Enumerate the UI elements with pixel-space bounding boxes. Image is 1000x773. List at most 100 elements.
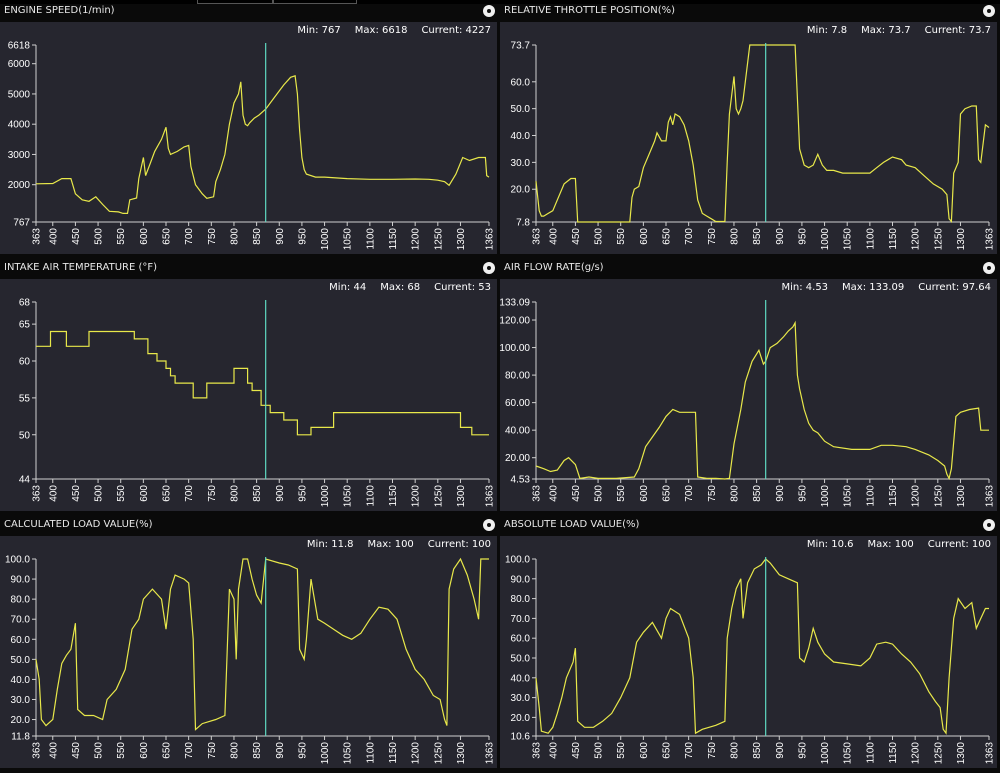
- plot-area: Min: 44 Max: 68 Current: 53 44 50 55 60 65 68 36…: [0, 279, 497, 511]
- chart-options-icon[interactable]: [983, 262, 995, 274]
- x-tick-label: 550: [116, 485, 127, 502]
- series-line: [535, 44, 990, 224]
- x-tick-label: 1100: [865, 742, 876, 764]
- x-tick-label: 650: [162, 228, 173, 245]
- y-tick-label: 120.00: [500, 316, 530, 327]
- chart-options-icon[interactable]: [983, 519, 995, 531]
- x-tick-label: 1150: [888, 228, 899, 250]
- x-tick-label: 1100: [365, 742, 376, 764]
- y-tick-label: 30.0: [511, 158, 531, 169]
- y-tick-label: 60.0: [511, 634, 531, 645]
- chart-title: INTAKE AIR TEMPERATURE (°F): [4, 262, 158, 273]
- chart-stats: Min: 7.8 Max: 73.7 Current: 73.7: [793, 25, 991, 36]
- x-tick-label: 800: [229, 228, 240, 245]
- toolbar-tab-1[interactable]: [197, 0, 273, 4]
- x-tick-label: 950: [797, 228, 808, 245]
- x-tick-label: 1300: [456, 485, 467, 508]
- plot-area: Min: 11.8 Max: 100 Current: 100 11.8 20.0 30…: [0, 536, 497, 768]
- y-tick-label: 100.0: [505, 555, 530, 566]
- y-tick-label: 80.00: [505, 371, 530, 382]
- toolbar-tab-2[interactable]: [273, 0, 357, 4]
- y-tick-label: 767: [13, 218, 30, 229]
- x-tick-label: 550: [116, 228, 127, 245]
- stat-min: Min: 10.6: [806, 539, 854, 550]
- chart-title: RELATIVE THROTTLE POSITION(%): [504, 5, 675, 16]
- y-tick-label: 40.0: [511, 131, 531, 142]
- stat-max: Max: 100: [867, 539, 914, 550]
- chart-options-icon[interactable]: [483, 5, 495, 17]
- x-tick-label: 1300: [956, 742, 967, 765]
- calculated-load-chart[interactable]: 11.8 20.0 30.0 40.0 50.0 60.0 70.0 80.0 90.0 100.…: [0, 536, 497, 768]
- x-tick-label: 1363: [985, 485, 996, 508]
- chart-options-icon[interactable]: [483, 519, 495, 531]
- x-tick-label: 1050: [343, 485, 354, 508]
- x-tick-label: 800: [729, 742, 740, 759]
- air-flow-rate-chart[interactable]: 4.53 20.00 40.00 60.00 80.00 100.00 120.00 133.…: [500, 279, 997, 511]
- y-tick-label: 68: [19, 298, 31, 309]
- y-tick-label: 5000: [8, 89, 31, 100]
- x-tick-label: 1100: [365, 228, 376, 250]
- x-tick-label: 1050: [843, 742, 854, 765]
- x-tick-label: 1300: [456, 742, 467, 765]
- stat-max: Max: 133.09: [842, 282, 905, 293]
- x-tick-label: 1050: [343, 742, 354, 765]
- y-tick-label: 40.00: [505, 426, 530, 437]
- x-tick-label: 1150: [888, 742, 899, 764]
- x-tick-label: 400: [48, 742, 59, 759]
- x-tick-label: 700: [684, 228, 695, 245]
- y-tick-label: 90.0: [11, 575, 31, 586]
- x-tick-label: 850: [252, 228, 263, 245]
- y-tick-label: 3000: [8, 150, 31, 161]
- y-tick-label: 133.09: [500, 298, 530, 309]
- y-tick-label: 20.0: [511, 185, 531, 196]
- engine-speed-chart[interactable]: 767 2000 3000 4000 5000 6000 6618 363 400 450 500 5…: [0, 22, 497, 254]
- x-tick-label: 600: [639, 485, 650, 502]
- chart-title: ENGINE SPEED(1/min): [4, 5, 115, 16]
- y-tick-label: 60: [19, 357, 31, 368]
- chart-options-icon[interactable]: [983, 5, 995, 17]
- x-tick-label: 650: [662, 742, 673, 759]
- chart-panel-air-flow-rate: AIR FLOW RATE(g/s) Min: 4.53 Max: 133.09 C…: [500, 257, 997, 511]
- stat-min: Min: 4.53: [781, 282, 829, 293]
- x-tick-label: 363: [32, 485, 43, 502]
- x-tick-label: 1363: [485, 228, 496, 251]
- x-tick-label: 500: [94, 742, 105, 759]
- x-tick-label: 363: [532, 485, 543, 502]
- x-tick-label: 1100: [865, 485, 876, 507]
- absolute-load-chart[interactable]: 10.6 20.0 30.0 40.0 50.0 60.0 70.0 80.0 90.0 100.…: [500, 536, 997, 768]
- stat-current: Current: 100: [927, 539, 991, 550]
- chart-panel-calculated-load: CALCULATED LOAD VALUE(%) Min: 11.8 Max: 1…: [0, 514, 497, 768]
- chart-options-icon[interactable]: [483, 262, 495, 274]
- x-tick-label: 450: [571, 742, 582, 759]
- x-tick-label: 550: [616, 742, 627, 759]
- y-tick-label: 60.00: [505, 398, 530, 409]
- x-tick-label: 1363: [485, 742, 496, 765]
- y-tick-label: 20.0: [11, 715, 31, 726]
- x-tick-label: 750: [207, 742, 218, 759]
- x-tick-label: 900: [275, 742, 286, 759]
- stat-current: Current: 100: [427, 539, 491, 550]
- x-tick-label: 850: [752, 742, 763, 759]
- y-tick-label: 11.8: [11, 732, 30, 743]
- x-tick-label: 850: [752, 228, 763, 245]
- y-tick-label: 50.0: [511, 653, 531, 664]
- x-tick-label: 600: [639, 742, 650, 759]
- throttle-position-chart[interactable]: 7.8 20.0 30.0 40.0 50.0 60.0 73.7 363 400 450 500 5…: [500, 22, 997, 254]
- x-tick-label: 1250: [933, 742, 944, 765]
- x-tick-label: 900: [775, 742, 786, 759]
- y-tick-label: 73.7: [511, 41, 531, 52]
- x-tick-label: 1300: [956, 228, 967, 251]
- x-tick-label: 1300: [956, 485, 967, 508]
- stat-current: Current: 4227: [421, 25, 491, 36]
- stat-current: Current: 73.7: [924, 25, 991, 36]
- x-tick-label: 1363: [985, 228, 996, 251]
- x-tick-label: 550: [616, 485, 627, 502]
- x-tick-label: 400: [48, 485, 59, 502]
- x-tick-label: 400: [48, 228, 59, 245]
- x-tick-label: 1050: [843, 228, 854, 251]
- plot-area: Min: 4.53 Max: 133.09 Current: 97.64 4.53 2…: [500, 279, 997, 511]
- y-tick-label: 44: [19, 475, 31, 486]
- x-tick-label: 1300: [456, 228, 467, 251]
- x-tick-label: 750: [707, 485, 718, 502]
- intake-air-temperature-chart[interactable]: 44 50 55 60 65 68 363 400 450 500 550 600 650 700 750 8…: [0, 279, 497, 511]
